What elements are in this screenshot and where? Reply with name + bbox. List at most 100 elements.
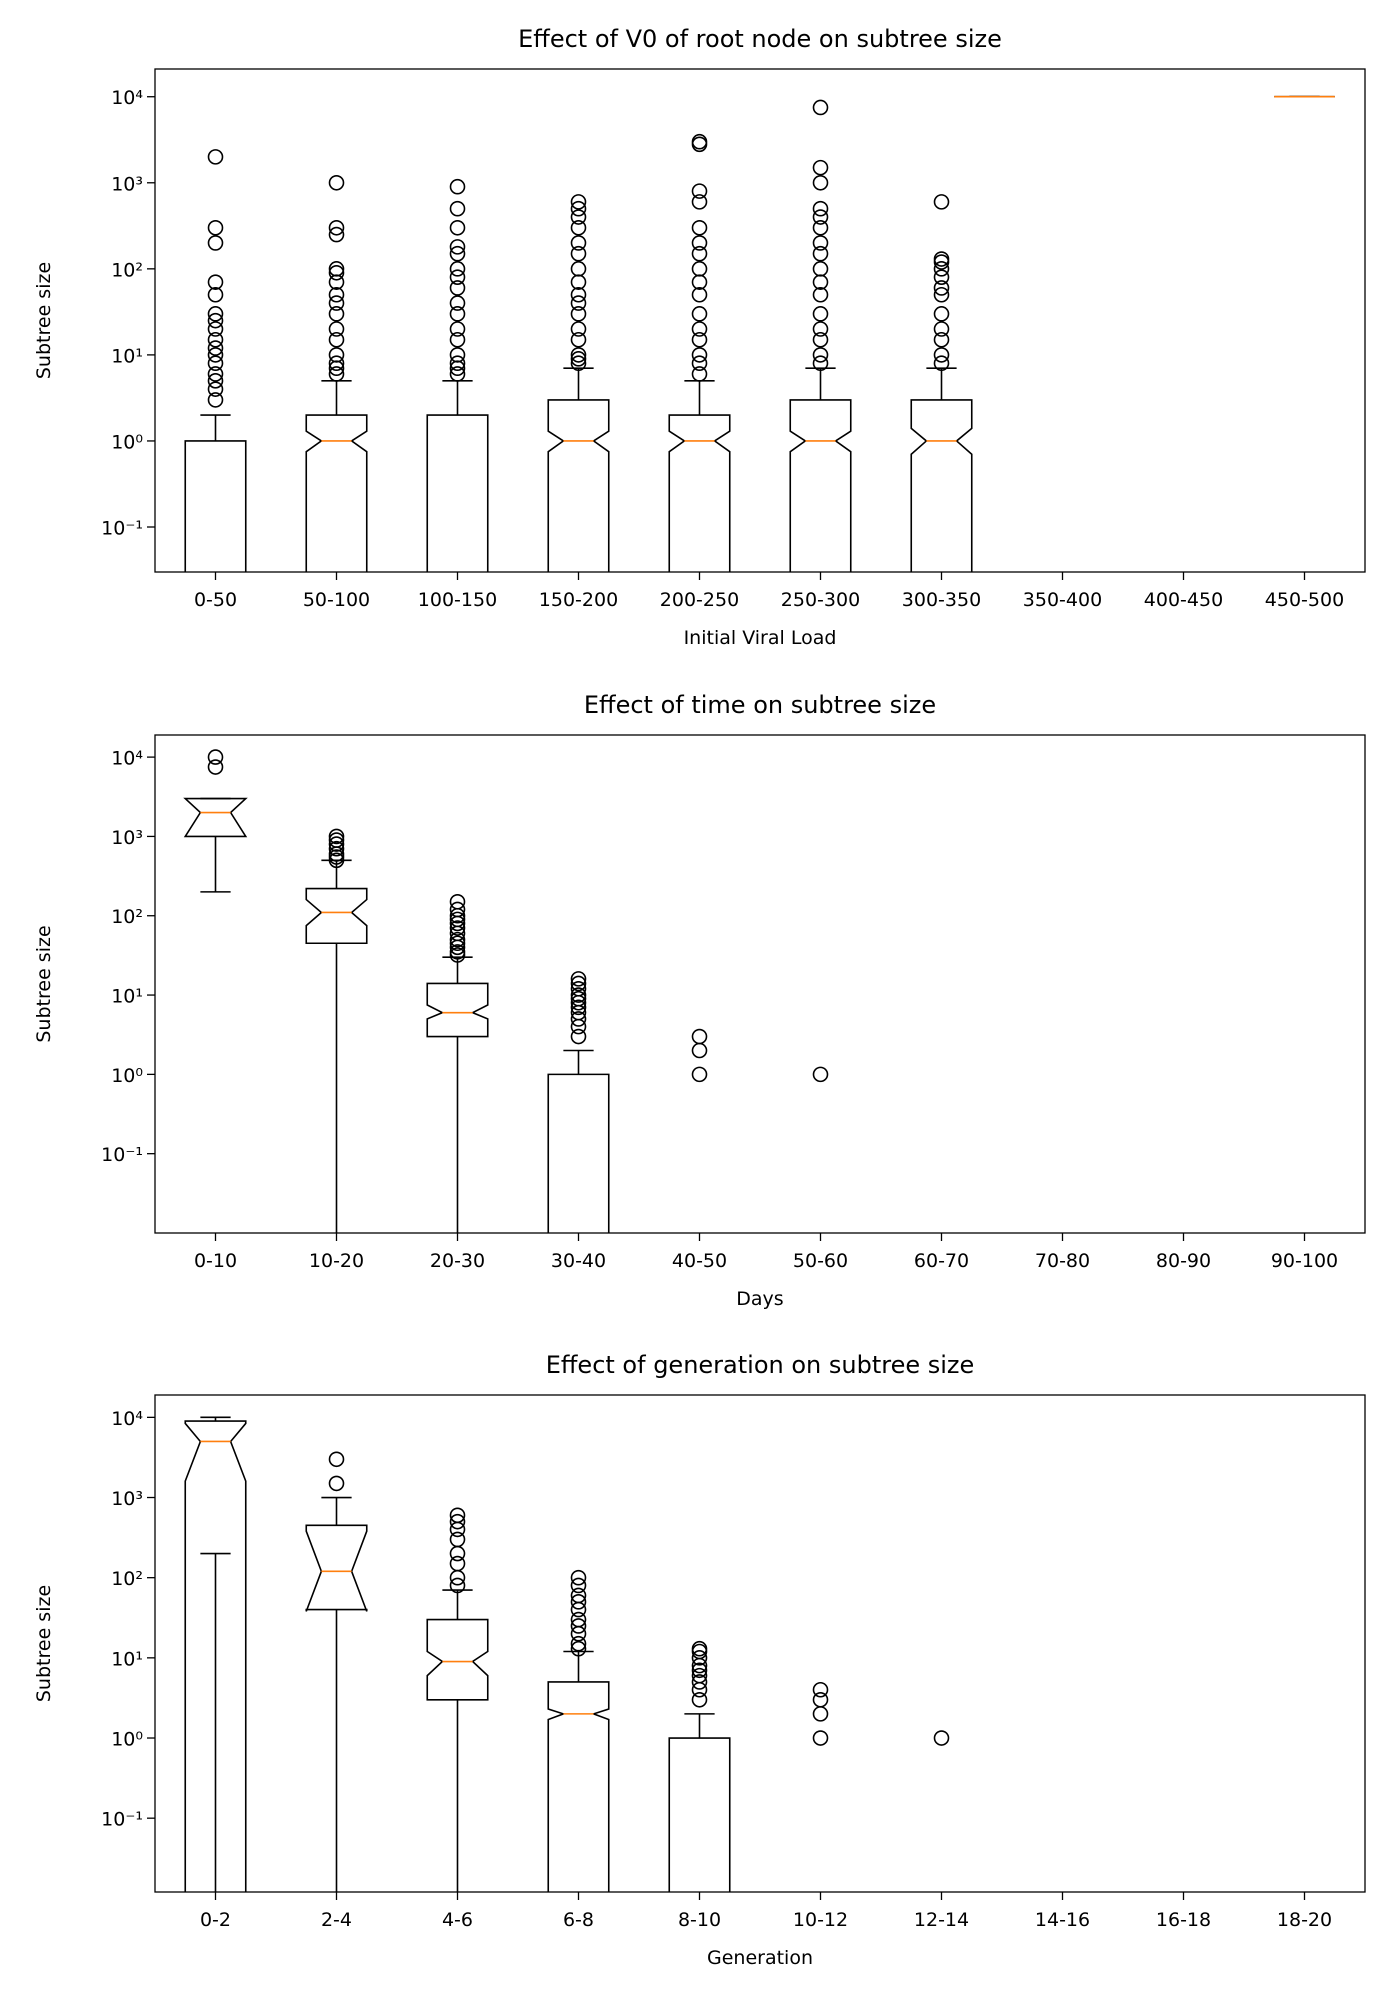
flier (691, 1674, 708, 1690)
flier (570, 245, 587, 262)
flier (933, 1730, 950, 1746)
flier (812, 159, 829, 176)
flier (328, 331, 345, 348)
flier (570, 200, 587, 217)
x-tick-label: 150-200 (539, 589, 618, 611)
box (183, 797, 248, 838)
y-tick-label: 10⁰ (111, 1729, 143, 1751)
flier (933, 269, 950, 285)
flier (812, 347, 829, 363)
chart-title: Effect of generation on subtree size (546, 1351, 975, 1379)
flier (328, 321, 345, 337)
flier (933, 286, 950, 303)
flier (449, 200, 466, 217)
flier (570, 994, 587, 1011)
y-tick-label: 10⁴ (111, 748, 143, 770)
flier (449, 280, 466, 296)
x-tick-label: 50-60 (793, 1250, 848, 1272)
flier (449, 306, 466, 322)
x-tick-label: 10-12 (793, 1909, 848, 1931)
box (426, 982, 489, 1038)
flier (570, 194, 587, 210)
flier (812, 245, 829, 262)
flier (812, 235, 829, 251)
flier (812, 1730, 829, 1746)
flier (570, 295, 587, 311)
flier (449, 239, 466, 255)
flier (812, 261, 829, 277)
subplot: Effect of generation on subtree size Gene… (33, 1351, 1366, 1969)
flier (933, 321, 950, 337)
box (547, 1073, 610, 1233)
flier (570, 999, 587, 1016)
flier (328, 355, 345, 372)
flier (570, 286, 587, 303)
x-tick-label: 90-100 (1271, 1250, 1338, 1272)
x-tick-label: 30-40 (551, 1250, 606, 1272)
flier (570, 975, 587, 992)
box (910, 399, 973, 572)
x-tick-label: 70-80 (1035, 1250, 1090, 1272)
x-tick-label: 350-400 (1023, 589, 1102, 611)
flier (691, 194, 708, 210)
x-axis-label: Generation (707, 1947, 813, 1969)
flier (933, 347, 950, 363)
flier (812, 1066, 829, 1083)
flier (207, 321, 224, 337)
y-tick-label: 10³ (111, 1488, 143, 1510)
plot-frame (154, 734, 1366, 1234)
flier (449, 261, 466, 277)
box (668, 1737, 731, 1892)
x-tick-label: 20-30 (430, 1250, 485, 1272)
chart-title: Effect of V0 of root node on subtree siz… (518, 25, 1002, 53)
flier (328, 360, 345, 377)
x-tick-label: 200-250 (660, 589, 739, 611)
y-tick-label: 10² (111, 906, 143, 928)
flier (328, 366, 345, 382)
flier (570, 1028, 587, 1045)
flier (449, 1555, 466, 1572)
x-tick-label: 400-450 (1144, 589, 1223, 611)
flier (570, 1577, 587, 1594)
flier (691, 1650, 708, 1666)
box (305, 414, 368, 572)
flier (449, 1531, 466, 1548)
y-tick-label: 10⁻¹ (101, 1144, 143, 1166)
flier (691, 261, 708, 277)
flier (812, 355, 829, 372)
y-tick-label: 10¹ (111, 986, 143, 1008)
flier (812, 321, 829, 337)
subplot: Effect of V0 of root node on subtree siz… (33, 25, 1366, 649)
flier (207, 235, 224, 251)
flier (449, 947, 466, 963)
flier (328, 347, 345, 363)
box (305, 887, 368, 945)
flier (691, 1681, 708, 1698)
flier (207, 372, 224, 389)
y-tick-label: 10⁰ (111, 1065, 143, 1087)
flier (812, 1706, 829, 1722)
subplot: Effect of time on subtree size Days Subtre… (33, 691, 1366, 1310)
x-tick-label: 2-4 (321, 1909, 352, 1931)
flier (328, 295, 345, 311)
flier (207, 306, 224, 322)
flier (449, 907, 466, 924)
plot-area (184, 95, 1335, 572)
plot-area (184, 1416, 950, 1892)
flier (812, 99, 829, 116)
x-tick-label: 0-50 (194, 589, 237, 611)
flier (691, 274, 708, 290)
y-axis-label: Subtree size (33, 925, 55, 1042)
y-tick-label: 10⁻¹ (101, 518, 143, 540)
y-tick-label: 10⁴ (111, 1408, 143, 1430)
flier (933, 194, 950, 210)
flier (570, 1011, 587, 1027)
flier (691, 245, 708, 262)
x-tick-label: 300-350 (902, 589, 981, 611)
flier (933, 355, 950, 372)
flier (449, 1577, 466, 1594)
flier (812, 286, 829, 303)
flier (328, 1475, 345, 1492)
flier (812, 200, 829, 217)
flier (812, 1681, 829, 1698)
